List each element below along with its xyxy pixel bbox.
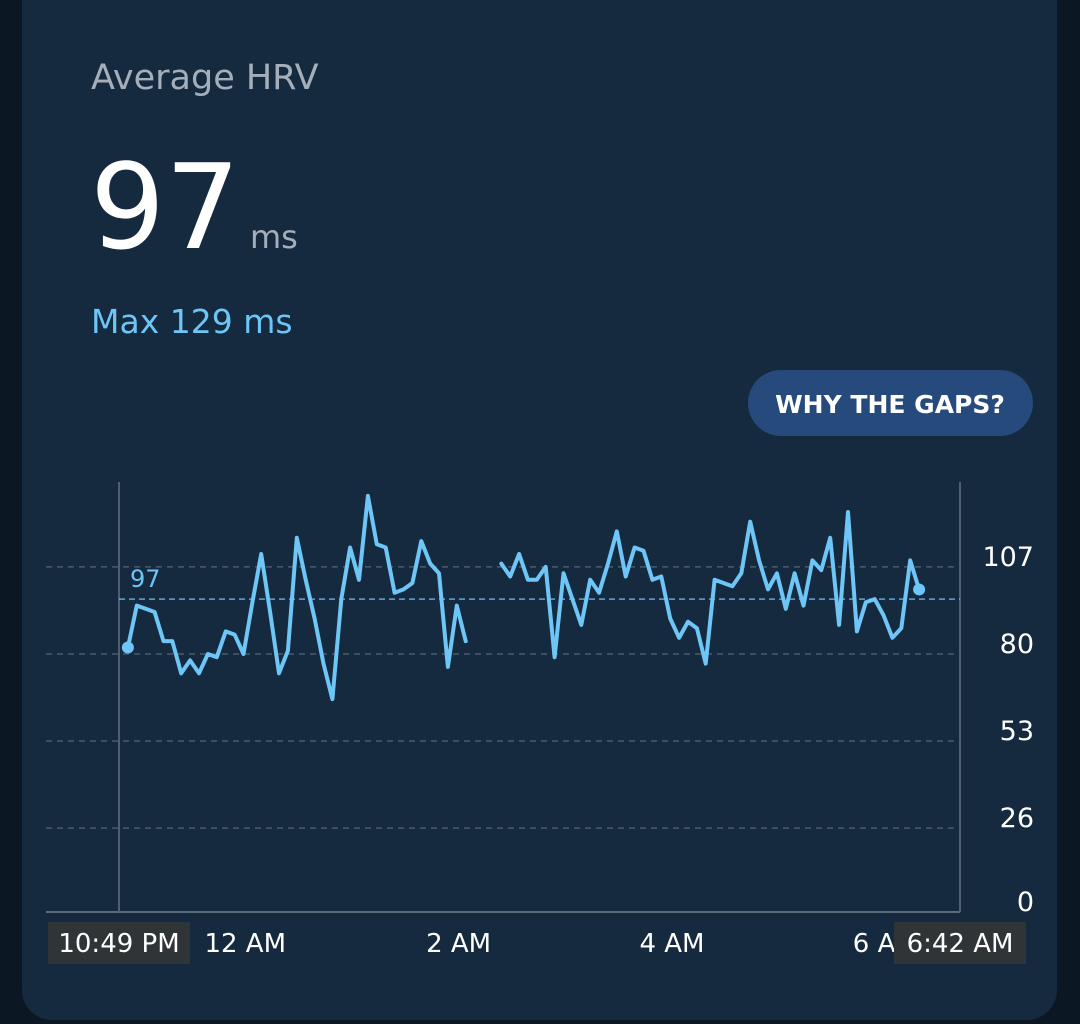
button-background[interactable]	[748, 370, 1033, 436]
card	[22, 0, 1057, 1020]
y-tick-label: 80	[1000, 629, 1034, 660]
why-gaps-button[interactable]: WHY THE GAPS?	[748, 370, 1033, 436]
x-end-label-box	[894, 922, 1026, 964]
y-tick-label: 53	[1000, 716, 1034, 747]
x-tick-label: 4 AM	[639, 929, 704, 959]
x-end-label: 10:49 PM	[58, 929, 179, 959]
average-value: 97	[90, 138, 240, 276]
end-point	[913, 583, 926, 596]
x-tick-label: 2 AM	[426, 929, 491, 959]
end-point	[121, 641, 134, 654]
average-label: 97	[130, 565, 161, 593]
button-label[interactable]: WHY THE GAPS?	[775, 390, 1005, 419]
y-tick-label: 107	[982, 542, 1034, 573]
max-label: Max 129 ms	[91, 302, 293, 341]
card-title: Average HRV	[91, 58, 319, 98]
x-end-label: 6:42 AM	[907, 929, 1014, 959]
y-tick-label: 26	[1000, 803, 1034, 834]
average-unit: ms	[250, 218, 298, 256]
x-tick-label: 12 AM	[204, 929, 286, 959]
x-end-label-box	[48, 922, 190, 964]
y-tick-label: 0	[1017, 887, 1034, 918]
hrv-line	[125, 493, 922, 702]
